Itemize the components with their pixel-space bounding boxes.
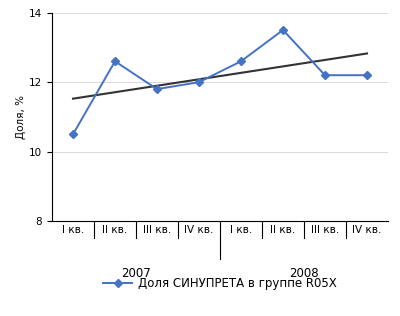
Text: 2007: 2007 [121,267,151,280]
Legend: Доля СИНУПРЕТА в группе R05X: Доля СИНУПРЕТА в группе R05X [98,272,342,295]
Text: 2008: 2008 [289,267,319,280]
Y-axis label: Доля, %: Доля, % [16,95,26,139]
